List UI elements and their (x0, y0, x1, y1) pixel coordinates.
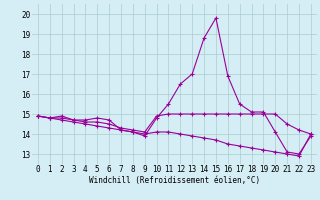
X-axis label: Windchill (Refroidissement éolien,°C): Windchill (Refroidissement éolien,°C) (89, 176, 260, 185)
